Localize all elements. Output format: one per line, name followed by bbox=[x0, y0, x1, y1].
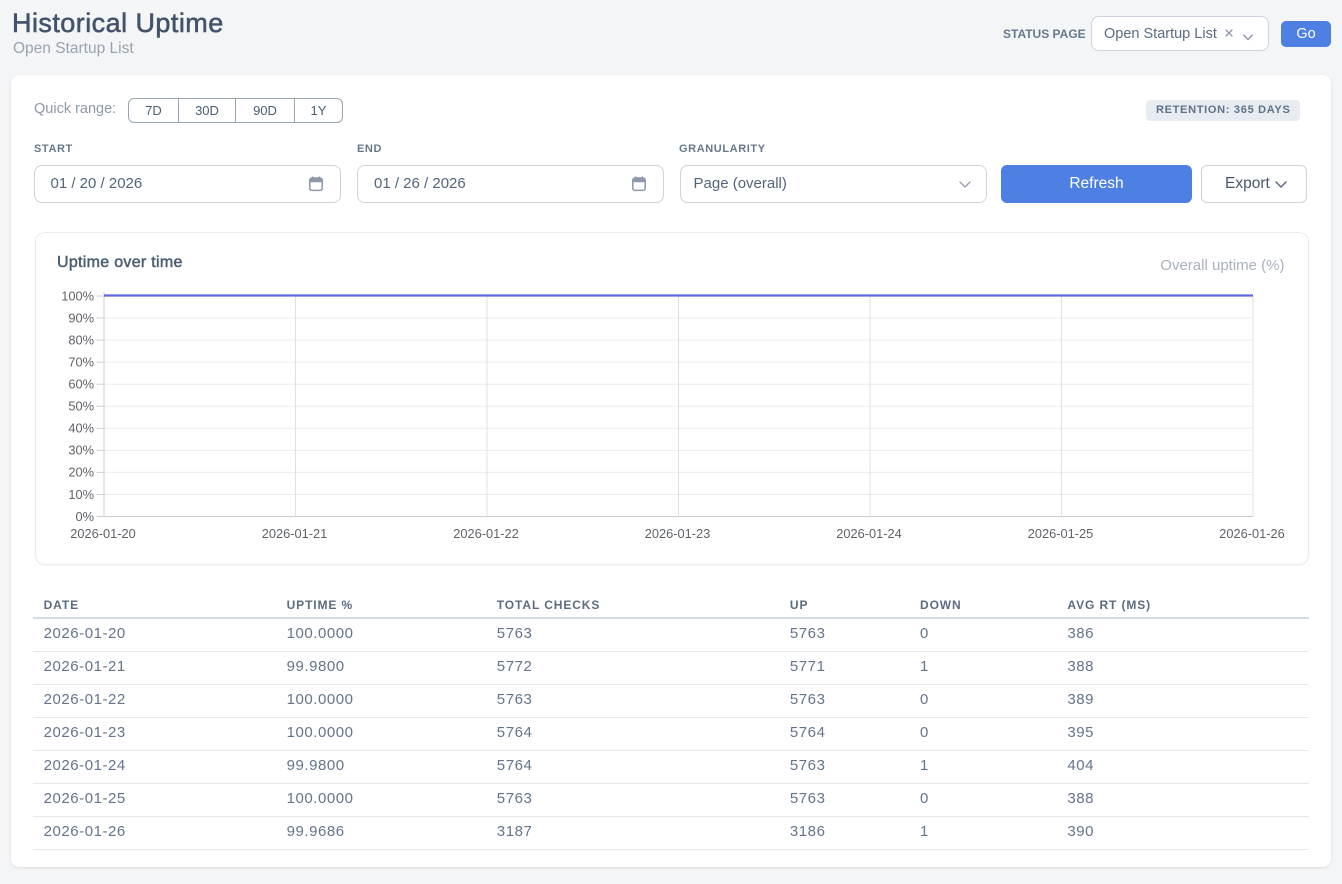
svg-text:90%: 90% bbox=[68, 310, 94, 325]
svg-text:0%: 0% bbox=[75, 508, 94, 523]
svg-text:2026-01-21: 2026-01-21 bbox=[261, 526, 326, 541]
svg-text:10%: 10% bbox=[68, 486, 94, 501]
svg-text:2026-01-25: 2026-01-25 bbox=[1027, 526, 1092, 541]
svg-text:2026-01-26: 2026-01-26 bbox=[1219, 526, 1284, 541]
svg-text:30%: 30% bbox=[68, 442, 94, 457]
svg-text:2026-01-20: 2026-01-20 bbox=[70, 526, 135, 541]
svg-text:70%: 70% bbox=[68, 354, 94, 369]
svg-text:100%: 100% bbox=[61, 288, 94, 303]
svg-text:20%: 20% bbox=[68, 464, 94, 479]
svg-text:40%: 40% bbox=[68, 420, 94, 435]
svg-text:2026-01-23: 2026-01-23 bbox=[644, 526, 709, 541]
svg-text:80%: 80% bbox=[68, 332, 94, 347]
svg-text:60%: 60% bbox=[68, 376, 94, 391]
svg-text:2026-01-24: 2026-01-24 bbox=[836, 526, 901, 541]
svg-text:2026-01-22: 2026-01-22 bbox=[453, 526, 518, 541]
svg-text:50%: 50% bbox=[68, 398, 94, 413]
